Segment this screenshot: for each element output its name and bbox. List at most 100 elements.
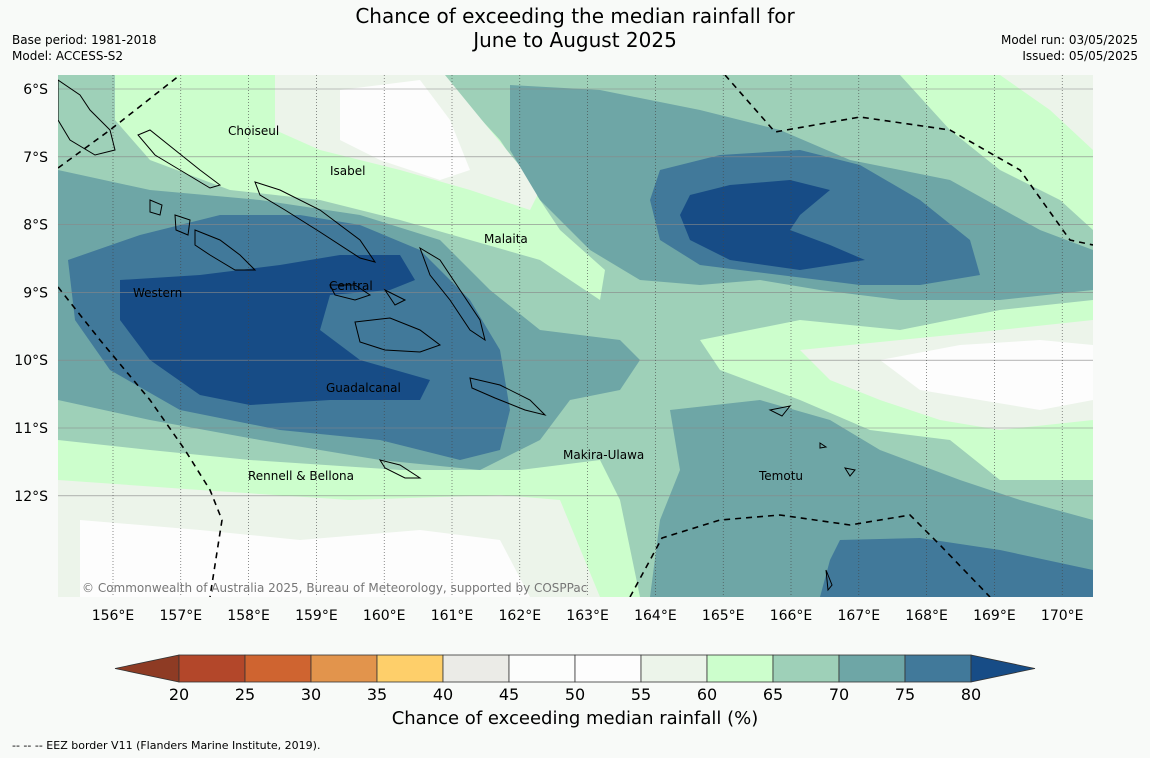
colorbar-block [772, 654, 840, 683]
colorbar-block [442, 654, 510, 683]
lon-label: 170°E [1041, 608, 1084, 624]
malaita-island [419, 246, 486, 342]
region-label-makira-ulawa: Makira-Ulawa [563, 448, 644, 462]
map-title-line1: Chance of exceeding the median rainfall … [355, 4, 795, 28]
lat-label: 11°S [14, 421, 48, 437]
lon-label: 167°E [838, 608, 881, 624]
map-title-line2: June to August 2025 [473, 28, 677, 52]
colorbar-tick-label: 30 [301, 685, 321, 704]
field-60-65-ne [1000, 75, 1093, 150]
colorbar-tick-label: 35 [367, 685, 387, 704]
colorbar-tick-label: 25 [235, 685, 255, 704]
colorbar: 20 25 30 35 40 45 50 55 60 65 70 75 80 [114, 654, 1036, 704]
colorbar-tick-label: 40 [433, 685, 453, 704]
field-80-85-se [820, 538, 1093, 597]
lat-label: 12°S [14, 489, 48, 505]
lon-label: 158°E [227, 608, 270, 624]
region-label-malaita: Malaita [484, 232, 528, 246]
colorbar-tick-label: 45 [499, 685, 519, 704]
eez-border-nw [58, 75, 181, 169]
western-islands [149, 199, 257, 271]
field-65-70-upper-east [900, 75, 1093, 230]
longitude-labels: 156°E 157°E 158°E 159°E 160°E 161°E 162°E 163°E… [92, 608, 1084, 624]
copyright-notice: © Commonwealth of Australia 2025, Bureau… [82, 581, 587, 595]
meta-right: Model run: 03/05/2025 Issued: 05/05/2025 [1001, 32, 1138, 64]
eez-footnote: -- -- -- EEZ border V11 (Flanders Marine… [12, 739, 321, 752]
colorbar-block [574, 654, 642, 683]
colorbar-label: Chance of exceeding median rainfall (%) [391, 708, 759, 729]
model-run-text: Model run: 03/05/2025 [1000, 33, 1138, 47]
region-label-western: Western [133, 286, 182, 300]
meta-left: Base period: 1981-2018 Model: ACCESS-S2 [12, 32, 157, 64]
colorbar-block [508, 654, 576, 683]
lon-label: 161°E [431, 608, 474, 624]
lon-label: 162°E [499, 608, 542, 624]
isabel-island [254, 181, 377, 263]
rennell-island [378, 459, 422, 479]
eez-border-ne [724, 75, 1093, 246]
region-label-central: Central [329, 279, 373, 293]
region-labels: Choiseul Isabel Malaita Western Central … [133, 124, 803, 483]
colorbar-tick-label: 50 [565, 685, 585, 704]
latitude-labels: 6°S 7°S 8°S 9°S 10°S 11°S 12°S [14, 82, 48, 505]
lon-label: 163°E [566, 608, 609, 624]
lat-label: 10°S [14, 353, 48, 369]
field-55-60-east [880, 340, 1093, 410]
region-label-temotu: Temotu [758, 469, 803, 483]
lon-label: 156°E [92, 608, 135, 624]
coastlines [58, 79, 856, 592]
field-55-60-south [80, 520, 530, 597]
issued-text: Issued: 05/05/2025 [1022, 49, 1138, 63]
colorbar-blocks [114, 654, 1036, 683]
colorbar-tick-label: 65 [763, 685, 783, 704]
colorbar-block [244, 654, 312, 683]
temotu-islands [768, 405, 856, 592]
base-period-text: Base period: 1981-2018 [12, 33, 157, 47]
lon-label: 168°E [905, 608, 948, 624]
field-85-central [680, 180, 865, 270]
region-label-rennell-bellona: Rennell & Bellona [248, 469, 354, 483]
lon-label: 166°E [770, 608, 813, 624]
map-field [58, 75, 1093, 597]
colorbar-tick-label: 80 [961, 685, 981, 704]
lat-label: 7°S [23, 150, 48, 166]
field-55-60 [340, 80, 470, 180]
rainfall-map: Choiseul Isabel Malaita Western Central … [14, 75, 1093, 624]
region-label-guadalcanal: Guadalcanal [326, 381, 401, 395]
colorbar-block [640, 654, 708, 683]
colorbar-tick-label: 70 [829, 685, 849, 704]
nw-coast [58, 79, 116, 156]
model-text: Model: ACCESS-S2 [12, 49, 124, 63]
colorbar-tick-label: 60 [697, 685, 717, 704]
colorbar-tick-label: 20 [169, 685, 189, 704]
colorbar-over-arrow [970, 654, 1036, 683]
lat-label: 8°S [23, 218, 48, 234]
lon-label: 169°E [973, 608, 1016, 624]
colorbar-block [706, 654, 774, 683]
colorbar-block [904, 654, 972, 683]
region-label-isabel: Isabel [330, 164, 365, 178]
guadalcanal-island [354, 317, 442, 353]
colorbar-ticks: 20 25 30 35 40 45 50 55 60 65 70 75 80 [169, 685, 981, 704]
map-grid [58, 75, 1093, 597]
eez-borders [58, 75, 1093, 597]
makira-island [469, 377, 547, 416]
lon-label: 165°E [702, 608, 745, 624]
colorbar-block [838, 654, 906, 683]
region-label-choiseul: Choiseul [228, 124, 279, 138]
colorbar-tick-label: 55 [631, 685, 651, 704]
lat-label: 6°S [23, 82, 48, 98]
eez-border-se [629, 514, 991, 597]
lon-label: 157°E [160, 608, 203, 624]
lat-label: 9°S [23, 285, 48, 301]
colorbar-under-arrow [114, 654, 180, 683]
lon-label: 164°E [634, 608, 677, 624]
eez-border-west [58, 286, 223, 597]
colorbar-block [178, 654, 246, 683]
central-islands [329, 284, 407, 306]
colorbar-block [310, 654, 378, 683]
choiseul-island [137, 129, 222, 189]
colorbar-block [376, 654, 444, 683]
lon-label: 159°E [295, 608, 338, 624]
lon-label: 160°E [363, 608, 406, 624]
